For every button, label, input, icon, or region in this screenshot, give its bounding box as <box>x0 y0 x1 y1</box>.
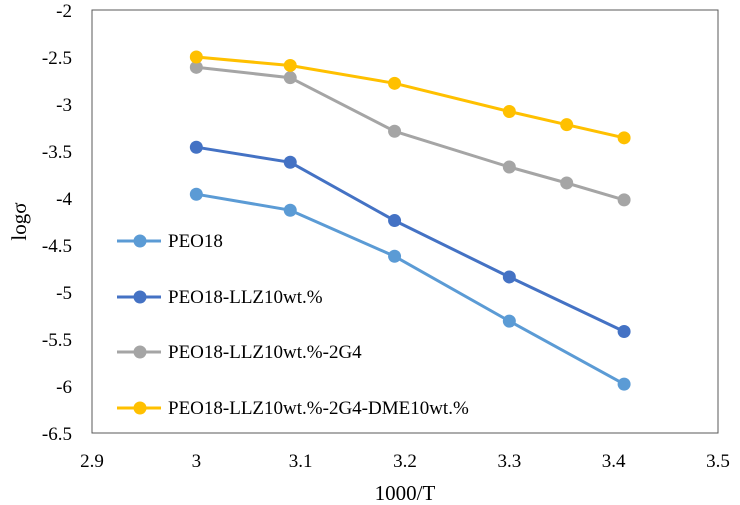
data-point <box>617 193 631 207</box>
legend-label: PEO18-LLZ10wt.%-2G4-DME10wt.% <box>168 398 469 419</box>
data-point <box>617 131 631 145</box>
data-point <box>617 324 631 338</box>
legend-marker <box>133 345 147 359</box>
y-tick-label: -3 <box>56 95 72 116</box>
y-axis-label: logσ <box>7 202 31 240</box>
data-point <box>502 160 516 174</box>
y-tick-label: -4.5 <box>42 236 72 257</box>
data-point <box>502 314 516 328</box>
data-point <box>502 105 516 119</box>
data-point <box>283 71 297 85</box>
legend-label: PEO18 <box>168 231 223 252</box>
x-tick-label: 3.3 <box>497 451 521 472</box>
y-tick-label: -2 <box>56 1 72 22</box>
x-axis-label: 1000/T <box>375 481 436 505</box>
legend-item: PEO18 <box>117 231 223 252</box>
data-point <box>388 124 402 138</box>
data-point <box>189 187 203 201</box>
data-point <box>388 249 402 263</box>
legend-item: PEO18-LLZ10wt.% <box>117 287 323 308</box>
series-2 <box>189 140 631 338</box>
y-tick-label: -6.5 <box>42 424 72 445</box>
x-tick-label: 3 <box>192 451 202 472</box>
data-point <box>189 140 203 154</box>
data-point <box>283 155 297 169</box>
x-tick-labels: 2.9 3 3.1 3.2 3.3 3.4 3.5 <box>80 451 730 472</box>
x-tick-label: 2.9 <box>80 451 104 472</box>
legend-item: PEO18-LLZ10wt.%-2G4 <box>117 342 362 363</box>
x-tick-label: 3.4 <box>602 451 626 472</box>
y-tick-label: -5.5 <box>42 330 72 351</box>
legend-marker <box>133 290 147 304</box>
y-tick-labels: -2 -2.5 -3 -3.5 -4 -4.5 -5 -5.5 -6 -6.5 <box>42 1 73 445</box>
series-4 <box>189 50 631 145</box>
y-tick-label: -4 <box>56 189 72 210</box>
data-point <box>617 377 631 391</box>
data-point <box>560 118 574 132</box>
x-tick-label: 3.1 <box>289 451 313 472</box>
data-point <box>502 270 516 284</box>
legend: PEO18 PEO18-LLZ10wt.% PEO18-LLZ10wt.%-2G4 P… <box>117 231 469 419</box>
legend-label: PEO18-LLZ10wt.%-2G4 <box>168 342 362 363</box>
y-tick-label: -2.5 <box>42 48 72 69</box>
series-line <box>196 55 625 140</box>
legend-marker <box>133 234 147 248</box>
legend-item: PEO18-LLZ10wt.%-2G4-DME10wt.% <box>117 398 469 419</box>
x-tick-label: 3.2 <box>393 451 417 472</box>
series-line <box>196 65 625 202</box>
y-tick-label: -5 <box>56 283 72 304</box>
series-3 <box>189 60 631 207</box>
y-tick-label: -3.5 <box>42 142 72 163</box>
x-tick-label: 3.5 <box>706 451 730 472</box>
data-point <box>388 76 402 90</box>
legend-label: PEO18-LLZ10wt.% <box>168 287 323 308</box>
data-point <box>283 58 297 72</box>
legend-marker <box>133 401 147 415</box>
data-point <box>189 50 203 64</box>
y-tick-label: -6 <box>56 377 72 398</box>
data-point <box>189 60 203 74</box>
data-point <box>560 176 574 190</box>
series-layer <box>189 50 631 391</box>
data-point <box>388 214 402 228</box>
data-point <box>283 203 297 217</box>
series-1 <box>189 187 631 391</box>
plot-area <box>91 9 719 434</box>
